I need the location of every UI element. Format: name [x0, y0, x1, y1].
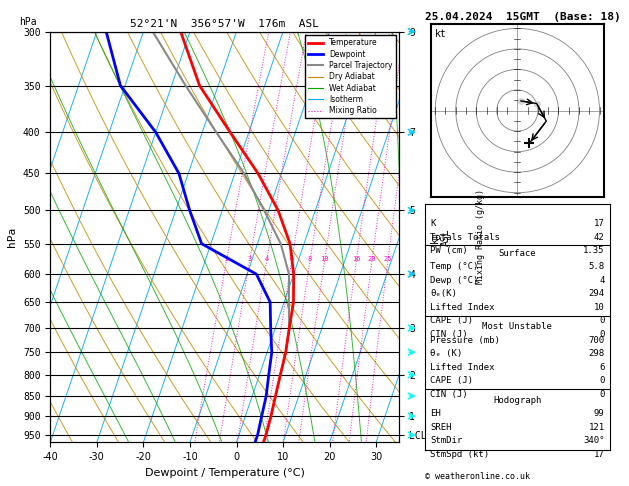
Text: Totals Totals: Totals Totals: [430, 233, 500, 242]
Text: 121: 121: [589, 423, 604, 432]
Text: Lifted Index: Lifted Index: [430, 363, 494, 372]
Text: Mixing Ratio (g/kg): Mixing Ratio (g/kg): [476, 190, 485, 284]
Text: PW (cm): PW (cm): [430, 246, 468, 255]
Text: 1.35: 1.35: [583, 246, 604, 255]
Text: hPa: hPa: [19, 17, 36, 28]
Text: 17: 17: [594, 450, 604, 459]
Text: 16: 16: [352, 256, 360, 262]
Text: 2: 2: [224, 256, 228, 262]
Text: kt: kt: [435, 30, 447, 39]
Text: StmSpd (kt): StmSpd (kt): [430, 450, 489, 459]
Text: 0: 0: [599, 316, 604, 325]
Text: 17: 17: [594, 219, 604, 228]
Text: θₑ (K): θₑ (K): [430, 349, 462, 358]
Text: StmDir: StmDir: [430, 436, 462, 446]
Text: 340°: 340°: [583, 436, 604, 446]
Text: CIN (J): CIN (J): [430, 390, 468, 399]
Text: Most Unstable: Most Unstable: [482, 322, 552, 331]
Text: 6: 6: [599, 363, 604, 372]
X-axis label: Dewpoint / Temperature (°C): Dewpoint / Temperature (°C): [145, 468, 305, 478]
Text: 8: 8: [308, 256, 312, 262]
Text: 4: 4: [599, 276, 604, 285]
Text: Pressure (mb): Pressure (mb): [430, 336, 500, 345]
Text: 25.04.2024  15GMT  (Base: 18): 25.04.2024 15GMT (Base: 18): [425, 12, 620, 22]
Text: θₑ(K): θₑ(K): [430, 289, 457, 298]
Text: 294: 294: [589, 289, 604, 298]
Text: © weatheronline.co.uk: © weatheronline.co.uk: [425, 472, 530, 481]
Text: 700: 700: [589, 336, 604, 345]
Text: 99: 99: [594, 410, 604, 418]
Text: 10: 10: [594, 303, 604, 312]
Text: Temp (°C): Temp (°C): [430, 262, 479, 271]
Legend: Temperature, Dewpoint, Parcel Trajectory, Dry Adiabat, Wet Adiabat, Isotherm, Mi: Temperature, Dewpoint, Parcel Trajectory…: [304, 35, 396, 118]
Text: CAPE (J): CAPE (J): [430, 376, 473, 385]
Text: 42: 42: [594, 233, 604, 242]
Text: EH: EH: [430, 410, 441, 418]
Text: 10: 10: [320, 256, 328, 262]
Text: 0: 0: [599, 390, 604, 399]
Text: Dewp (°C): Dewp (°C): [430, 276, 479, 285]
Text: 4: 4: [264, 256, 269, 262]
Text: 298: 298: [589, 349, 604, 358]
Text: Surface: Surface: [499, 249, 536, 258]
Text: Hodograph: Hodograph: [493, 396, 542, 405]
Text: 5.8: 5.8: [589, 262, 604, 271]
Text: 20: 20: [367, 256, 376, 262]
Text: Lifted Index: Lifted Index: [430, 303, 494, 312]
Text: 6: 6: [289, 256, 294, 262]
Y-axis label: km
ASL: km ASL: [430, 228, 451, 246]
Text: 25: 25: [384, 256, 392, 262]
Text: K: K: [430, 219, 435, 228]
Text: 0: 0: [599, 376, 604, 385]
Text: CAPE (J): CAPE (J): [430, 316, 473, 325]
Title: 52°21'N  356°57'W  176m  ASL: 52°21'N 356°57'W 176m ASL: [130, 19, 320, 30]
Text: CIN (J): CIN (J): [430, 330, 468, 339]
Y-axis label: hPa: hPa: [8, 227, 18, 247]
Text: 3: 3: [247, 256, 252, 262]
Text: SREH: SREH: [430, 423, 452, 432]
Text: 0: 0: [599, 330, 604, 339]
